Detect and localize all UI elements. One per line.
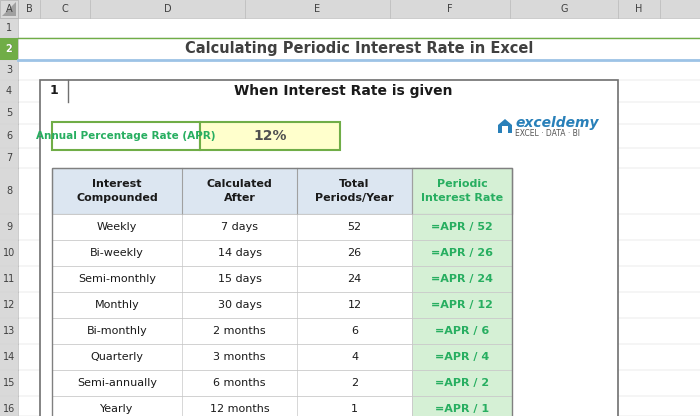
- Text: Semi-annually: Semi-annually: [77, 378, 157, 388]
- Text: 9: 9: [6, 222, 12, 232]
- Text: 2: 2: [351, 378, 358, 388]
- FancyBboxPatch shape: [0, 0, 700, 18]
- Text: =APR / 12: =APR / 12: [431, 300, 493, 310]
- FancyBboxPatch shape: [0, 38, 18, 60]
- Text: 11: 11: [3, 274, 15, 284]
- Text: =APR / 52: =APR / 52: [431, 222, 493, 232]
- FancyBboxPatch shape: [412, 318, 512, 344]
- FancyBboxPatch shape: [412, 396, 512, 416]
- Text: 14 days: 14 days: [218, 248, 262, 258]
- Text: 1: 1: [50, 84, 58, 97]
- Text: EXCEL · DATA · BI: EXCEL · DATA · BI: [515, 129, 580, 139]
- Text: 15: 15: [3, 378, 15, 388]
- Text: 52: 52: [347, 222, 362, 232]
- Text: 2: 2: [6, 44, 12, 54]
- FancyBboxPatch shape: [502, 126, 508, 133]
- Polygon shape: [498, 119, 512, 133]
- Text: 12%: 12%: [253, 129, 287, 143]
- Text: 8: 8: [6, 186, 12, 196]
- Text: 3: 3: [6, 65, 12, 75]
- FancyBboxPatch shape: [52, 344, 512, 370]
- FancyBboxPatch shape: [40, 80, 618, 416]
- Text: C: C: [62, 4, 69, 14]
- FancyBboxPatch shape: [52, 168, 512, 214]
- FancyBboxPatch shape: [52, 396, 512, 416]
- FancyBboxPatch shape: [412, 214, 512, 240]
- Text: Yearly: Yearly: [100, 404, 134, 414]
- Text: Annual Percentage Rate (APR): Annual Percentage Rate (APR): [36, 131, 216, 141]
- Text: Periodic
Interest Rate: Periodic Interest Rate: [421, 179, 503, 203]
- Text: 1: 1: [351, 404, 358, 414]
- FancyBboxPatch shape: [412, 292, 512, 318]
- Text: Quarterly: Quarterly: [90, 352, 144, 362]
- Text: 12 months: 12 months: [210, 404, 270, 414]
- Text: Bi-monthly: Bi-monthly: [87, 326, 148, 336]
- Text: Semi-monthly: Semi-monthly: [78, 274, 156, 284]
- FancyBboxPatch shape: [52, 292, 512, 318]
- Text: F: F: [447, 4, 453, 14]
- Text: Total
Periods/Year: Total Periods/Year: [315, 179, 394, 203]
- Text: Bi-weekly: Bi-weekly: [90, 248, 144, 258]
- FancyBboxPatch shape: [52, 318, 512, 344]
- FancyBboxPatch shape: [200, 122, 340, 150]
- FancyBboxPatch shape: [52, 266, 512, 292]
- FancyBboxPatch shape: [52, 240, 512, 266]
- FancyBboxPatch shape: [0, 0, 18, 18]
- Text: E: E: [314, 4, 321, 14]
- Text: 13: 13: [3, 326, 15, 336]
- Text: 10: 10: [3, 248, 15, 258]
- Text: exceldemy: exceldemy: [515, 116, 598, 130]
- Text: 14: 14: [3, 352, 15, 362]
- Text: 26: 26: [347, 248, 362, 258]
- Text: 12: 12: [3, 300, 15, 310]
- FancyBboxPatch shape: [412, 344, 512, 370]
- Text: D: D: [164, 4, 172, 14]
- Text: 7: 7: [6, 153, 12, 163]
- Text: 2 months: 2 months: [214, 326, 266, 336]
- Text: When Interest Rate is given: When Interest Rate is given: [234, 84, 452, 98]
- Text: 24: 24: [347, 274, 362, 284]
- FancyBboxPatch shape: [412, 266, 512, 292]
- FancyBboxPatch shape: [0, 0, 18, 416]
- Text: 6 months: 6 months: [214, 378, 266, 388]
- Text: =APR / 2: =APR / 2: [435, 378, 489, 388]
- Text: 12: 12: [347, 300, 362, 310]
- Text: A: A: [6, 4, 13, 14]
- Text: 2: 2: [6, 44, 13, 54]
- Text: =APR / 1: =APR / 1: [435, 404, 489, 414]
- FancyBboxPatch shape: [52, 214, 512, 240]
- FancyBboxPatch shape: [52, 122, 200, 150]
- Text: Weekly: Weekly: [97, 222, 137, 232]
- Text: H: H: [636, 4, 643, 14]
- Text: B: B: [26, 4, 32, 14]
- Text: 6: 6: [6, 131, 12, 141]
- FancyBboxPatch shape: [18, 18, 700, 416]
- Text: 30 days: 30 days: [218, 300, 261, 310]
- Text: 15 days: 15 days: [218, 274, 261, 284]
- Text: Monthly: Monthly: [94, 300, 139, 310]
- Text: Interest
Compounded: Interest Compounded: [76, 179, 158, 203]
- FancyBboxPatch shape: [412, 240, 512, 266]
- FancyBboxPatch shape: [412, 168, 512, 214]
- Text: 4: 4: [6, 86, 12, 96]
- Text: =APR / 6: =APR / 6: [435, 326, 489, 336]
- Text: =APR / 26: =APR / 26: [431, 248, 493, 258]
- FancyBboxPatch shape: [52, 370, 512, 396]
- Text: Calculated
After: Calculated After: [206, 179, 272, 203]
- Text: =APR / 24: =APR / 24: [431, 274, 493, 284]
- Text: 5: 5: [6, 108, 12, 118]
- Text: 4: 4: [351, 352, 358, 362]
- Polygon shape: [2, 2, 16, 16]
- Text: G: G: [560, 4, 568, 14]
- FancyBboxPatch shape: [412, 370, 512, 396]
- Text: 16: 16: [3, 404, 15, 414]
- Text: 1: 1: [6, 23, 12, 33]
- Text: 6: 6: [351, 326, 358, 336]
- Text: =APR / 4: =APR / 4: [435, 352, 489, 362]
- Text: 7 days: 7 days: [221, 222, 258, 232]
- Text: Calculating Periodic Interest Rate in Excel: Calculating Periodic Interest Rate in Ex…: [185, 42, 533, 57]
- Text: 3 months: 3 months: [214, 352, 266, 362]
